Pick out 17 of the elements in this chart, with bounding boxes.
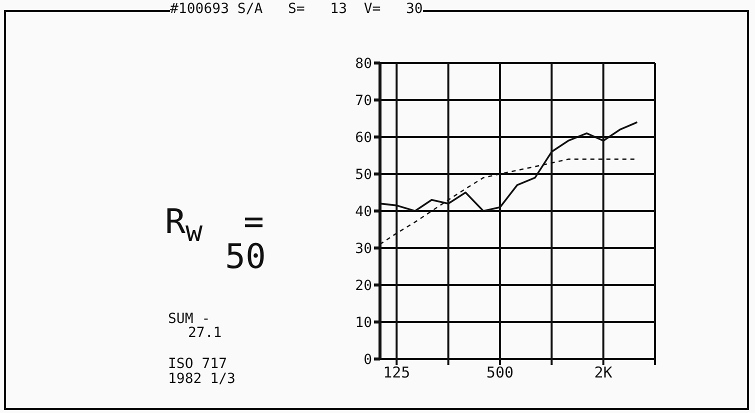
y-tick-label: 20 xyxy=(355,278,372,294)
x-tick-label: 500 xyxy=(486,364,514,382)
text: SUM - xyxy=(168,311,210,327)
y-tick-label: 60 xyxy=(355,130,372,146)
y-tick-label: 10 xyxy=(355,314,372,331)
text: 1982 1/3 xyxy=(168,371,236,387)
y-tick-label: 50 xyxy=(355,166,372,183)
y-tick-label: 40 xyxy=(355,204,372,220)
y-tick-label: 0 xyxy=(364,352,372,368)
y-tick-label: 30 xyxy=(355,240,372,257)
y-tick-label: 70 xyxy=(355,92,372,109)
y-tick-label: 80 xyxy=(355,56,372,72)
x-tick-label: 125 xyxy=(383,364,410,382)
chart-title: #100693 S/A S= 13 V= 30 xyxy=(170,1,423,17)
text: 27.1 xyxy=(188,325,222,341)
text: ISO 717 xyxy=(168,356,228,372)
x-tick-label: 2K xyxy=(594,364,612,382)
